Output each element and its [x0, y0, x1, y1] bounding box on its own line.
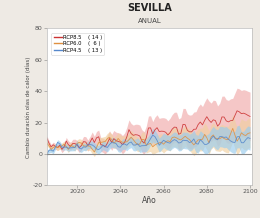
Text: ANUAL: ANUAL [138, 18, 161, 24]
Text: SEVILLA: SEVILLA [127, 3, 172, 13]
X-axis label: Año: Año [142, 196, 157, 205]
Legend: RCP8.5    ( 14 ), RCP6.0    (  6 ), RCP4.5    ( 13 ): RCP8.5 ( 14 ), RCP6.0 ( 6 ), RCP4.5 ( 13… [51, 32, 105, 55]
Y-axis label: Cambio duración olas de calor (días): Cambio duración olas de calor (días) [26, 56, 31, 158]
